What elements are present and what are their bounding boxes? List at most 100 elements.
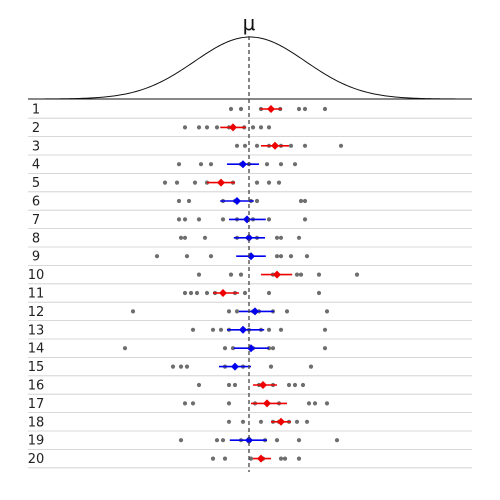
data-point bbox=[312, 401, 318, 406]
data-point bbox=[208, 162, 214, 167]
data-point bbox=[188, 290, 194, 296]
row-label: 12 bbox=[28, 305, 45, 320]
data-point bbox=[182, 290, 188, 296]
data-point bbox=[338, 143, 344, 148]
sample-mean-diamond bbox=[273, 270, 281, 279]
data-point bbox=[204, 290, 210, 296]
data-point bbox=[266, 290, 272, 296]
sample-row: 17 bbox=[28, 397, 472, 414]
data-point bbox=[270, 346, 276, 351]
data-point bbox=[176, 162, 182, 167]
data-point bbox=[210, 327, 216, 332]
data-point bbox=[266, 217, 272, 222]
sample-row: 20 bbox=[28, 452, 472, 469]
sample-mean-diamond bbox=[239, 325, 247, 334]
data-point bbox=[278, 162, 284, 167]
data-point bbox=[190, 401, 196, 406]
sample-row: 1 bbox=[28, 103, 472, 119]
row-label: 5 bbox=[32, 176, 40, 191]
data-point bbox=[266, 125, 272, 130]
data-point bbox=[186, 198, 192, 204]
data-point bbox=[258, 419, 264, 424]
row-label: 16 bbox=[28, 379, 45, 394]
data-point bbox=[122, 346, 128, 351]
sample-mean-diamond bbox=[245, 436, 253, 445]
data-point bbox=[214, 125, 220, 130]
data-point bbox=[202, 235, 208, 240]
data-point bbox=[240, 419, 246, 424]
sample-mean-diamond bbox=[233, 197, 241, 205]
data-point bbox=[296, 235, 302, 240]
data-point bbox=[274, 235, 280, 240]
data-point bbox=[322, 327, 328, 332]
data-point bbox=[254, 180, 260, 185]
data-point bbox=[130, 309, 136, 314]
data-point bbox=[288, 254, 294, 259]
sample-mean-diamond bbox=[245, 233, 253, 242]
data-point bbox=[258, 125, 264, 130]
data-point bbox=[322, 346, 328, 351]
data-point bbox=[192, 180, 198, 185]
data-point bbox=[268, 364, 274, 369]
row-label: 1 bbox=[32, 103, 40, 118]
sample-row: 16 bbox=[28, 379, 472, 395]
data-point bbox=[316, 290, 322, 296]
sample-row: 5 bbox=[28, 176, 472, 193]
data-point bbox=[274, 438, 280, 443]
data-point bbox=[220, 217, 226, 222]
data-point bbox=[218, 327, 224, 332]
data-point bbox=[248, 456, 254, 461]
sample-mean-diamond bbox=[217, 178, 225, 187]
sample-mean-diamond bbox=[257, 454, 265, 463]
data-point bbox=[228, 272, 234, 277]
data-point bbox=[298, 272, 304, 277]
data-point bbox=[222, 346, 228, 351]
data-point bbox=[226, 419, 232, 424]
row-label: 19 bbox=[28, 434, 45, 449]
row-label: 14 bbox=[28, 342, 45, 357]
data-point bbox=[170, 364, 176, 369]
data-point bbox=[196, 125, 202, 130]
sample-row: 13 bbox=[28, 323, 472, 340]
data-point bbox=[264, 162, 270, 167]
sample-mean-diamond bbox=[239, 160, 247, 169]
row-label: 9 bbox=[32, 250, 40, 265]
data-point bbox=[294, 272, 300, 277]
data-point bbox=[182, 401, 188, 406]
data-point bbox=[324, 401, 330, 406]
sample-row: 8 bbox=[28, 231, 472, 248]
normal-density-curve bbox=[28, 36, 472, 100]
data-point bbox=[296, 456, 302, 461]
data-point bbox=[226, 309, 232, 314]
data-point bbox=[278, 235, 284, 240]
sample-mean-diamond bbox=[247, 344, 255, 353]
data-point bbox=[324, 309, 330, 314]
data-point bbox=[176, 198, 182, 204]
sample-mean-diamond bbox=[267, 105, 275, 113]
sample-mean-diamond bbox=[243, 215, 251, 224]
data-point bbox=[300, 382, 306, 388]
data-point bbox=[204, 125, 210, 130]
mu-label: μ bbox=[243, 11, 256, 35]
data-point bbox=[282, 456, 288, 461]
data-point bbox=[354, 272, 360, 277]
data-point bbox=[234, 309, 240, 314]
data-point bbox=[302, 143, 308, 148]
data-point bbox=[254, 143, 260, 148]
sample-row: 19 bbox=[28, 434, 472, 450]
data-point bbox=[182, 235, 188, 240]
sample-row: 6 bbox=[28, 195, 472, 211]
row-label: 11 bbox=[28, 287, 45, 302]
data-point bbox=[182, 217, 188, 222]
data-point bbox=[286, 382, 292, 388]
data-point bbox=[334, 438, 340, 443]
data-point bbox=[228, 106, 234, 112]
sample-row: 15 bbox=[28, 360, 472, 377]
data-point bbox=[234, 143, 240, 148]
data-point bbox=[178, 364, 184, 369]
data-point bbox=[308, 364, 314, 369]
data-point bbox=[230, 346, 236, 351]
data-point bbox=[254, 198, 260, 204]
data-point bbox=[190, 327, 196, 332]
data-point bbox=[196, 272, 202, 277]
